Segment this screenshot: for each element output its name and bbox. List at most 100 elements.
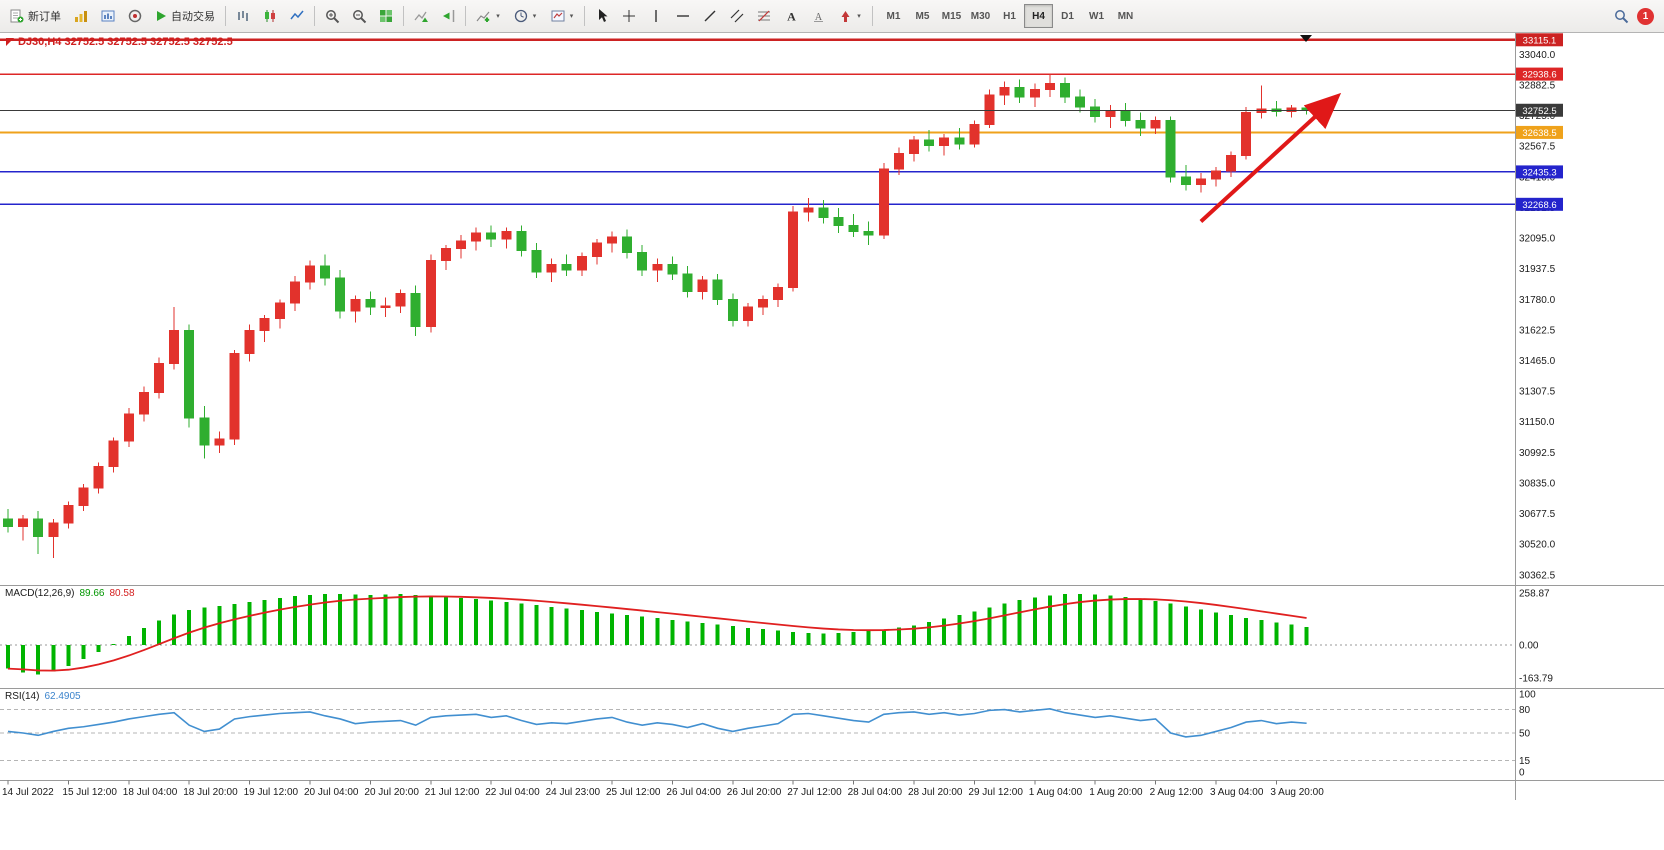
chart-candles-button[interactable] <box>257 3 283 29</box>
price-line-badge <box>1516 67 1563 81</box>
price-axis-label: 30677.5 <box>1519 509 1556 520</box>
indicators-button[interactable]: ▾ <box>470 3 506 29</box>
timeframe-button-mn[interactable]: MN <box>1117 10 1134 22</box>
fibonacci-tool-button[interactable] <box>751 3 777 29</box>
candle-body <box>229 353 240 440</box>
candle-body <box>395 292 406 307</box>
candle-body <box>425 259 436 327</box>
candle-body <box>893 153 904 170</box>
market-watch-icon <box>75 11 87 22</box>
timeframe-button-h1[interactable]: H1 <box>1003 10 1016 22</box>
chart-bars-button[interactable] <box>230 3 256 29</box>
candle-body <box>924 139 935 147</box>
text-label-tool-button[interactable]: A <box>805 3 831 29</box>
price-badges: 33115.1 32938.6 32752.5 32638.5 32435.3 32268… <box>1516 33 1563 211</box>
candle-body <box>727 298 738 322</box>
chevron-down-icon: ▾ <box>532 13 537 20</box>
timeframe-button-m15[interactable]: M15 <box>941 10 962 22</box>
candle-body <box>410 292 421 327</box>
date-axis-label: 21 Jul 12:00 <box>425 787 480 798</box>
candle-body <box>576 256 587 271</box>
timeframe-button-w1[interactable]: W1 <box>1089 10 1104 22</box>
candle-body <box>531 250 542 273</box>
candle-body <box>274 302 285 320</box>
candle-body <box>93 465 104 489</box>
text-icon: A <box>787 10 796 24</box>
svg-text:A: A <box>814 12 822 23</box>
candle-body <box>969 123 980 145</box>
candle-body <box>1165 119 1176 178</box>
timeframe-button-m5[interactable]: M5 <box>915 10 930 22</box>
search-icon <box>1614 9 1628 23</box>
crosshair-tool-button[interactable] <box>616 3 642 29</box>
toolbar: 新订单 自动交易 ▾ ▾ <box>0 0 1664 33</box>
chart-header: DJ30,H4 32752.5 32752.5 32752.5 32752.5 <box>6 36 233 48</box>
templates-button[interactable]: ▾ <box>544 3 580 29</box>
date-axis-label: 28 Jul 04:00 <box>848 787 903 798</box>
candle-body <box>652 263 663 271</box>
chevron-down-icon: ▾ <box>569 13 574 20</box>
horizontal-line-tool-button[interactable] <box>670 3 696 29</box>
timeframe-button-d1[interactable]: D1 <box>1061 10 1074 22</box>
timeframe-button-m30[interactable]: M30 <box>970 10 991 22</box>
price-axis-label: 30835.0 <box>1519 478 1556 489</box>
timeframe-button-h4[interactable]: H4 <box>1024 4 1053 28</box>
timeframe-button-m1[interactable]: M1 <box>886 10 901 22</box>
candle-body <box>259 318 270 331</box>
chart-shift-button[interactable] <box>435 3 461 29</box>
trendline-tool-button[interactable] <box>697 3 723 29</box>
svg-text:32938.6: 32938.6 <box>1522 70 1556 81</box>
text-tool-button[interactable]: A <box>778 3 804 29</box>
navigator-button[interactable] <box>122 3 148 29</box>
channel-tool-button[interactable] <box>724 3 750 29</box>
candle-body <box>138 392 149 415</box>
market-watch-button[interactable] <box>68 3 94 29</box>
candle-body <box>1044 83 1055 90</box>
svg-text:32268.6: 32268.6 <box>1522 200 1556 211</box>
candle-body <box>1135 119 1146 129</box>
panel-borders <box>0 33 1664 800</box>
clock-icon <box>514 9 527 23</box>
terminal-button[interactable] <box>95 3 121 29</box>
candle-body <box>1060 83 1070 98</box>
zoom-in-icon <box>325 9 339 23</box>
candle-body <box>123 413 134 442</box>
date-axis-label: 24 Jul 23:00 <box>546 787 601 798</box>
candle-body <box>909 139 919 155</box>
auto-trading-label: 自动交易 <box>171 11 215 23</box>
auto-trading-button[interactable]: 自动交易 <box>149 3 221 29</box>
notification-badge[interactable]: 1 <box>1637 7 1654 25</box>
macd-axis-label: 0.00 <box>1519 641 1539 652</box>
macd-panel-label: MACD(12,26,9) 89.66 80.58 <box>5 588 135 599</box>
candle-body <box>833 217 844 226</box>
candle-body <box>1226 154 1237 172</box>
vertical-line-icon <box>655 10 657 22</box>
candle-body <box>591 242 602 258</box>
date-axis-label: 28 Jul 20:00 <box>908 787 963 798</box>
tile-windows-button[interactable] <box>373 3 399 29</box>
date-axis-label: 18 Jul 20:00 <box>183 787 238 798</box>
arrows-tool-button[interactable]: ▾ <box>832 3 868 29</box>
auto-scroll-button[interactable] <box>408 3 434 29</box>
candle-body <box>878 168 889 236</box>
new-order-button[interactable]: 新订单 <box>4 3 67 29</box>
chart-line-button[interactable] <box>284 3 310 29</box>
zoom-out-button[interactable] <box>346 3 372 29</box>
candle-body <box>1120 110 1131 121</box>
cursor-tool-button[interactable] <box>589 3 615 29</box>
zoom-in-button[interactable] <box>319 3 345 29</box>
candle-body <box>501 230 512 240</box>
macd-axis-label: 258.87 <box>1519 589 1550 600</box>
candle-body <box>289 281 300 304</box>
chart-title: DJ30,H4 32752.5 32752.5 32752.5 32752.5 <box>18 36 233 48</box>
periods-button[interactable]: ▾ <box>507 3 543 29</box>
trend-arrow-annotation[interactable] <box>1199 92 1342 224</box>
scroll-end-marker-icon[interactable] <box>1300 35 1312 42</box>
search-button[interactable] <box>1608 3 1634 29</box>
candle-body <box>1075 96 1086 108</box>
vertical-line-tool-button[interactable] <box>643 3 669 29</box>
candle-body <box>214 438 225 446</box>
rsi-layer: 100 80 50 150 <box>0 690 1536 779</box>
candle-body <box>697 279 708 293</box>
